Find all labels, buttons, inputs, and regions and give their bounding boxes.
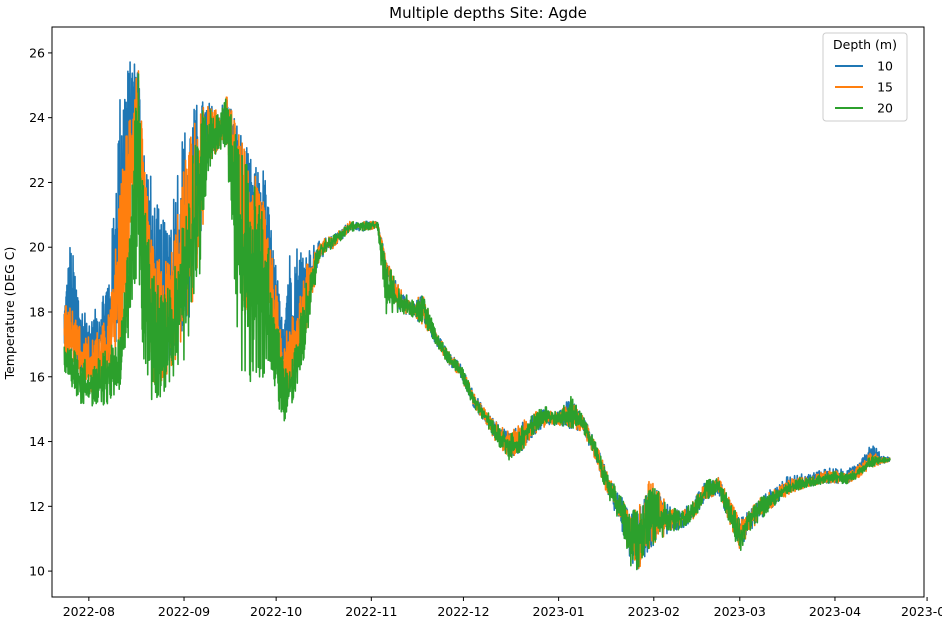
y-axis-label: Temperature (DEG C) — [2, 247, 17, 381]
x-tick-label: 2022-09 — [158, 604, 210, 619]
y-tick-label: 10 — [29, 564, 45, 579]
x-tick-label: 2022-08 — [63, 604, 115, 619]
y-tick-label: 20 — [29, 240, 45, 255]
series-line-20 — [63, 73, 891, 571]
x-tick-label: 2023-02 — [628, 604, 680, 619]
legend-label-10: 10 — [877, 59, 893, 74]
x-tick-label: 2022-10 — [250, 604, 302, 619]
x-tick-label: 2023-04 — [809, 604, 861, 619]
y-tick-label: 14 — [29, 434, 45, 449]
x-tick-label: 2022-11 — [345, 604, 397, 619]
y-tick-label: 22 — [29, 175, 45, 190]
plot-area — [63, 61, 891, 571]
chart-title: Multiple depths Site: Agde — [389, 4, 587, 22]
y-tick-label: 18 — [29, 305, 45, 320]
legend-label-20: 20 — [877, 101, 893, 116]
y-tick-label: 12 — [29, 499, 45, 514]
x-tick-label: 2023-03 — [714, 604, 766, 619]
x-tick-label: 2022-12 — [437, 604, 489, 619]
legend-title: Depth (m) — [833, 37, 897, 52]
y-tick-label: 16 — [29, 369, 45, 384]
y-tick-label: 26 — [29, 45, 45, 60]
legend-label-15: 15 — [877, 80, 893, 95]
x-tick-label: 2023-01 — [533, 604, 585, 619]
legend: Depth (m) 10 15 20 — [822, 32, 908, 122]
x-tick-label: 2023-05 — [901, 604, 942, 619]
y-tick-label: 24 — [29, 110, 45, 125]
legend-box — [822, 32, 908, 122]
